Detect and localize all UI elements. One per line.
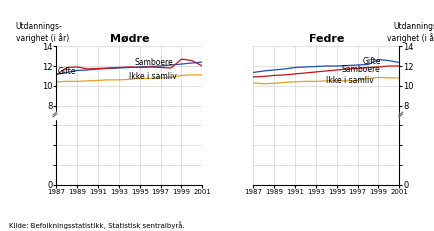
Text: Kilde: Befolkningsstatistikk, Statistisk sentralbyrå.: Kilde: Befolkningsstatistikk, Statistisk… xyxy=(9,221,184,229)
Title: Mødre: Mødre xyxy=(110,34,149,44)
Text: Utdannings-
varighet (i år): Utdannings- varighet (i år) xyxy=(16,22,69,43)
Text: Ikke i samliv: Ikke i samliv xyxy=(326,76,374,85)
Title: Fedre: Fedre xyxy=(309,34,344,44)
Text: Ikke i samliv: Ikke i samliv xyxy=(129,72,177,81)
Text: Samboere: Samboere xyxy=(135,58,173,67)
Text: Gifte: Gifte xyxy=(57,67,76,76)
Text: Utdannings-
varighet (i år): Utdannings- varighet (i år) xyxy=(387,22,434,43)
Text: Samboere: Samboere xyxy=(342,65,381,74)
Text: Gifte: Gifte xyxy=(363,57,381,66)
